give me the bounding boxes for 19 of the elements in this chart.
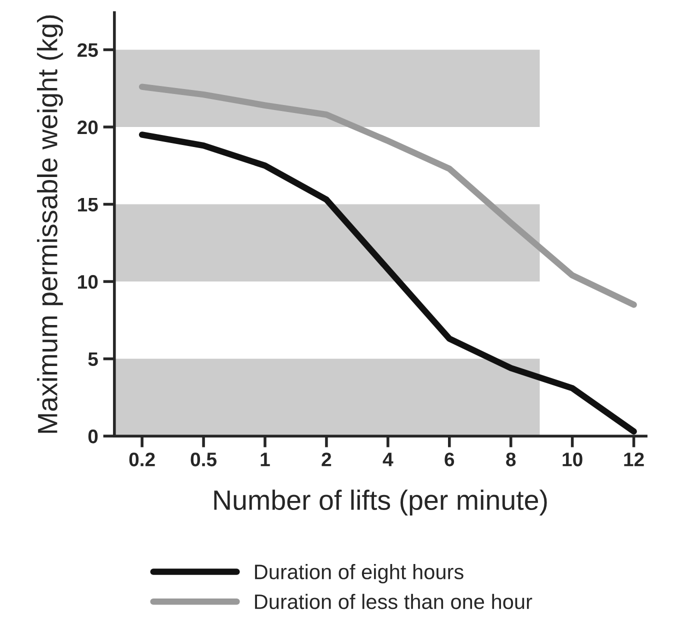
x-tick-label: 8 [506,452,516,466]
legend-label: Duration of less than one hour [255,594,532,610]
x-tick-label: 2 [322,452,332,466]
x-tick-label: 1 [260,452,270,466]
y-tick-label: 5 [88,352,98,366]
x-tick-label: 10 [562,452,582,466]
x-tick-label: 12 [624,452,644,466]
y-axis-title: Maximum permissable weight (kg) [37,15,63,433]
legend-label: Duration of eight hours [255,564,464,584]
y-tick-label: 15 [78,198,98,212]
y-tick-label: 25 [77,43,98,57]
x-tick-label: 4 [382,452,394,466]
x-tick-label: 0.5 [190,452,217,466]
y-tick-label: 0 [88,430,98,444]
x-axis-title: Number of lifts (per minute) [214,490,547,516]
x-tick-label: 6 [444,452,454,466]
y-tick-label: 20 [77,120,98,134]
y-tick-label: 10 [78,275,98,289]
x-tick-label: 0.2 [129,452,155,466]
